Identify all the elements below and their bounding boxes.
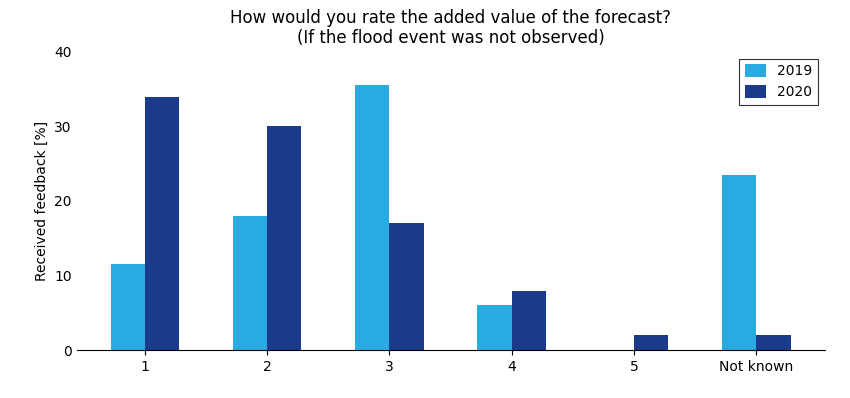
Bar bbox=[144, 96, 179, 350]
Bar bbox=[355, 85, 389, 350]
Bar bbox=[756, 335, 790, 350]
Bar bbox=[478, 306, 512, 350]
Bar bbox=[512, 291, 546, 350]
Bar bbox=[634, 335, 668, 350]
Bar bbox=[110, 264, 144, 350]
Bar bbox=[389, 223, 423, 350]
Title: How would you rate the added value of the forecast?
(If the flood event was not : How would you rate the added value of th… bbox=[230, 9, 671, 47]
Bar bbox=[267, 127, 301, 350]
Bar bbox=[722, 175, 756, 350]
Legend: 2019, 2020: 2019, 2020 bbox=[740, 59, 818, 105]
Bar bbox=[233, 216, 267, 350]
Y-axis label: Received feedback [%]: Received feedback [%] bbox=[35, 121, 48, 281]
